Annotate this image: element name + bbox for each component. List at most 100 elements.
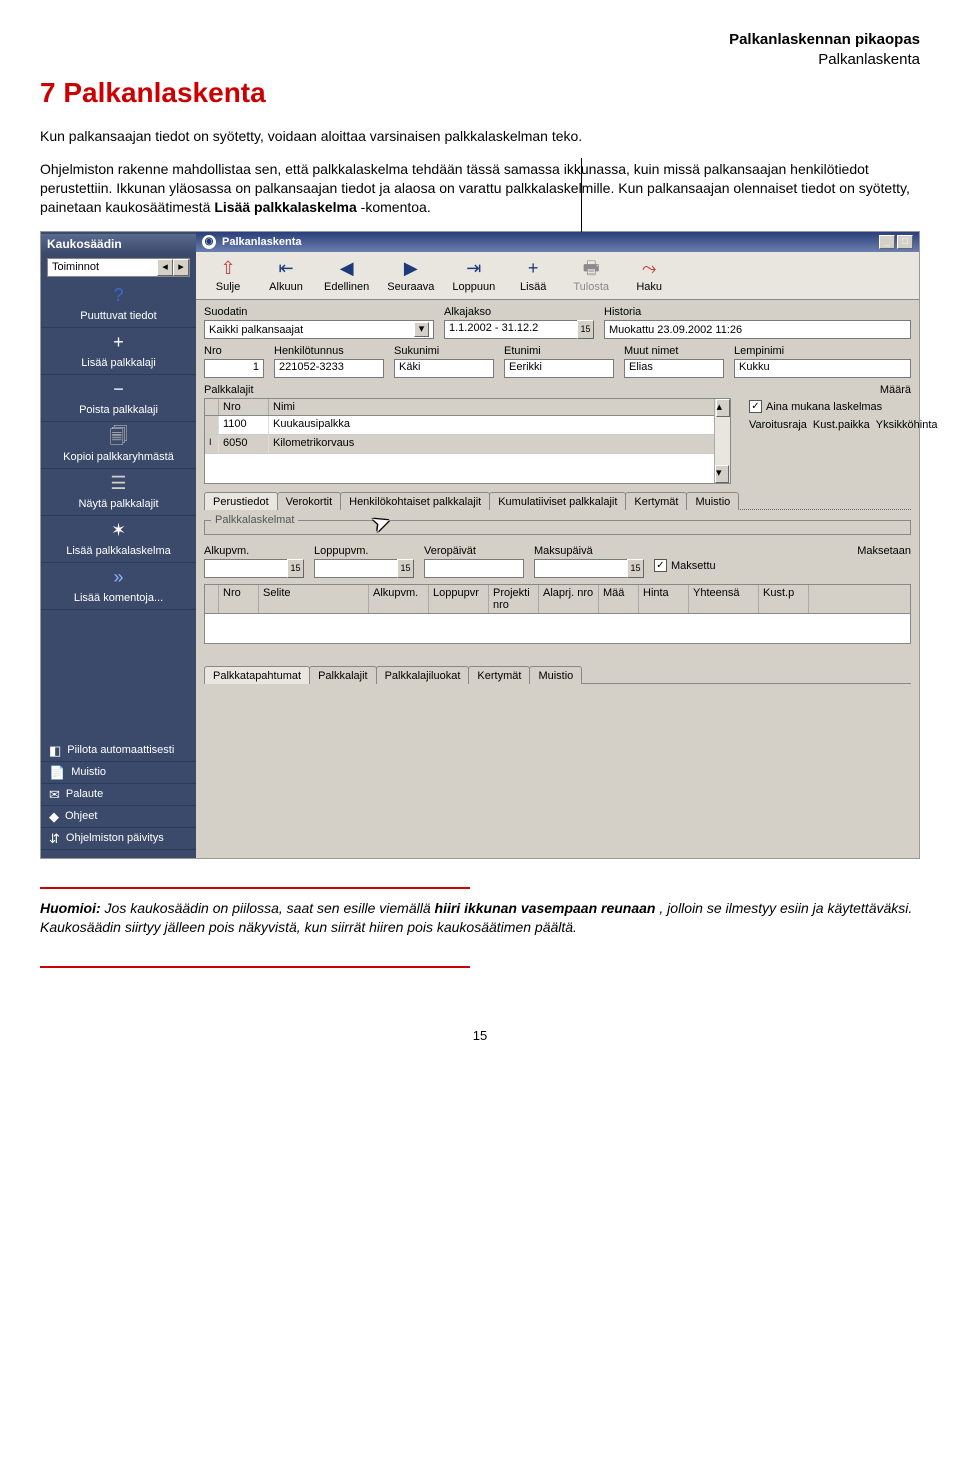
sidebar-item-label: Ohjelmiston päivitys xyxy=(66,832,164,844)
veropaivat-label: Veropäivät xyxy=(424,545,524,557)
side-input[interactable] xyxy=(749,435,911,454)
toolbar-button[interactable]: +Lisää xyxy=(505,256,561,296)
sukunimi-input[interactable]: Käki xyxy=(394,359,494,378)
toolbar-icon: ⤳ xyxy=(642,258,656,280)
header-line2: Palkanlaskenta xyxy=(40,50,920,70)
sidebar-item-label: Näytä palkkalajit xyxy=(78,498,158,510)
toolbar-label: Alkuun xyxy=(269,281,303,293)
tabs-person: PerustiedotVerokortitHenkilökohtaiset pa… xyxy=(204,492,911,510)
nro-input[interactable]: 1 xyxy=(204,359,264,378)
scrollbar[interactable]: ▴▾ xyxy=(714,399,730,483)
col-header: Loppupvr xyxy=(429,585,489,613)
tab[interactable]: Perustiedot xyxy=(204,492,278,510)
muut-input[interactable]: Elias xyxy=(624,359,724,378)
palkkalajit-grid: Nro Nimi 1100 Kuukausipalkka I xyxy=(204,398,731,484)
sidebar-item[interactable]: ⇵Ohjelmiston päivitys xyxy=(41,828,196,850)
tab[interactable]: Muistio xyxy=(686,492,739,510)
tab[interactable]: Kertymät xyxy=(625,492,687,510)
lempinimi-input[interactable]: Kukku xyxy=(734,359,911,378)
palkkalajit-label: Palkkalajit xyxy=(204,384,254,396)
sidebar-icon: − xyxy=(113,380,124,398)
loppupvm-label: Loppupvm. xyxy=(314,545,414,557)
loppupvm-input[interactable] xyxy=(314,559,398,578)
alkupvm-input[interactable] xyxy=(204,559,288,578)
tab[interactable]: Muistio xyxy=(529,666,582,684)
calendar-icon[interactable]: 15 xyxy=(287,559,304,578)
sidebar-item[interactable]: 📄 Muistio xyxy=(41,762,196,784)
maksupaiva-input[interactable] xyxy=(534,559,628,578)
sidebar-item[interactable]: » Lisää komentoja... xyxy=(41,563,196,610)
alkajakso-input[interactable]: 1.1.2002 - 31.12.2 xyxy=(444,320,578,339)
historia-select[interactable]: Muokattu 23.09.2002 11:26 xyxy=(604,320,911,339)
toolbar-button[interactable]: ◀Edellinen xyxy=(316,256,377,296)
intro-paragraph: Kun palkansaajan tiedot on syötetty, voi… xyxy=(40,127,920,146)
palkkalaskelmat-group: Palkkalaskelmat xyxy=(204,514,911,535)
sidebar-item[interactable]: ?Puuttuvat tiedot xyxy=(41,281,196,328)
globe-icon: ◉ xyxy=(202,235,216,249)
sidebar-item[interactable]: ☰Näytä palkkalajit xyxy=(41,469,196,516)
col-header: Projekti nro xyxy=(489,585,539,613)
sidebar-item-label: Poista palkkalaji xyxy=(79,404,158,416)
calendar-icon[interactable]: 15 xyxy=(627,559,644,578)
main-window: ◉ Palkanlaskenta _ □ ⇧Sulje⇤Alkuun◀Edell… xyxy=(196,232,919,858)
header-line1: Palkanlaskennan pikaopas xyxy=(40,30,920,50)
tabs-laskelma: PalkkatapahtumatPalkkalajitPalkkalajiluo… xyxy=(204,666,911,684)
maksettu-checkbox[interactable]: ✓ Maksettu xyxy=(654,559,911,572)
sidebar-icon: ✶ xyxy=(111,521,126,539)
col-header: Alaprj. nro xyxy=(539,585,599,613)
sidebar-item[interactable]: +Lisää palkkalaji xyxy=(41,328,196,375)
sidebar-icon: 📄 xyxy=(49,766,65,779)
aina-checkbox[interactable]: ✓ Aina mukana laskelmas xyxy=(749,400,911,413)
tab[interactable]: Palkkalajit xyxy=(309,666,377,684)
henkilotunnus-label: Henkilötunnus xyxy=(274,345,384,357)
tab[interactable]: Kertymät xyxy=(468,666,530,684)
page-title: 7 Palkanlaskenta xyxy=(40,77,920,109)
tab[interactable]: Henkilökohtaiset palkkalajit xyxy=(340,492,490,510)
toolbar-button[interactable]: ⇧Sulje xyxy=(200,256,256,296)
tab[interactable]: Kumulatiiviset palkkalajit xyxy=(489,492,626,510)
calendar-icon[interactable]: 15 xyxy=(577,320,594,339)
sidebar-item[interactable]: ◆Ohjeet xyxy=(41,806,196,828)
veropaivat-input[interactable] xyxy=(424,559,524,578)
note-rule-top xyxy=(40,887,470,889)
toolbar: ⇧Sulje⇤Alkuun◀Edellinen▶Seuraava⇥Loppuun… xyxy=(196,252,919,301)
sidebar-item-label: Piilota automaattisesti xyxy=(67,744,174,756)
etunimi-label: Etunimi xyxy=(504,345,614,357)
toolbar-button[interactable]: ▶Seuraava xyxy=(379,256,442,296)
col-header xyxy=(205,585,219,613)
minimize-button[interactable]: _ xyxy=(879,235,895,249)
toolbar-button[interactable]: ⇤Alkuun xyxy=(258,256,314,296)
detail-grid: NroSeliteAlkupvm.LoppupvrProjekti nroAla… xyxy=(204,584,911,644)
sidebar-item-label: Ohjeet xyxy=(65,810,97,822)
sidebar-item[interactable]: − Poista palkkalaji xyxy=(41,375,196,422)
toolbar-button[interactable]: ⇥Loppuun xyxy=(444,256,503,296)
sidebar-dropdown[interactable]: Toiminnot ◂ ▸ xyxy=(47,258,190,277)
window-title: Palkanlaskenta xyxy=(222,236,302,248)
sidebar-icon: » xyxy=(113,568,123,586)
tab[interactable]: Palkkalajiluokat xyxy=(376,666,470,684)
col-nro: Nro xyxy=(219,399,269,415)
nav-prev-icon[interactable]: ◂ xyxy=(157,259,173,276)
sidebar-item[interactable]: ✶Lisää palkkalaskelma xyxy=(41,516,196,563)
sidebar-item[interactable]: ✉Palaute xyxy=(41,784,196,806)
calendar-icon[interactable]: 15 xyxy=(397,559,414,578)
toolbar-icon: 🖶 xyxy=(583,258,600,280)
maximize-button[interactable]: □ xyxy=(897,235,913,249)
alkupvm-label: Alkupvm. xyxy=(204,545,304,557)
grid-row[interactable]: 1100 Kuukausipalkka xyxy=(205,416,730,435)
chevron-down-icon[interactable]: ▾ xyxy=(414,322,429,337)
henkilotunnus-input[interactable]: 221052-3233 xyxy=(274,359,384,378)
nav-next-icon[interactable]: ▸ xyxy=(173,259,189,276)
toolbar-button[interactable]: ⤳Haku xyxy=(621,256,677,296)
etunimi-input[interactable]: Eerikki xyxy=(504,359,614,378)
sidebar-item[interactable]: ◧Piilota automaattisesti xyxy=(41,740,196,762)
suodatin-select[interactable]: Kaikki palkansaajat ▾ xyxy=(204,320,434,339)
grid-row[interactable]: I 6050 Kilometrikorvaus xyxy=(205,435,730,454)
sidebar-icon: ✉ xyxy=(49,788,60,801)
sidebar-item-label: Lisää komentoja... xyxy=(74,592,163,604)
sidebar-item[interactable]: 🗐Kopioi palkkaryhmästä xyxy=(41,422,196,469)
sidebar-item-label: Muistio xyxy=(71,766,106,778)
tab[interactable]: Verokortit xyxy=(277,492,341,510)
tab[interactable]: Palkkatapahtumat xyxy=(204,666,310,684)
sidebar-icon: 🗐 xyxy=(110,427,128,445)
